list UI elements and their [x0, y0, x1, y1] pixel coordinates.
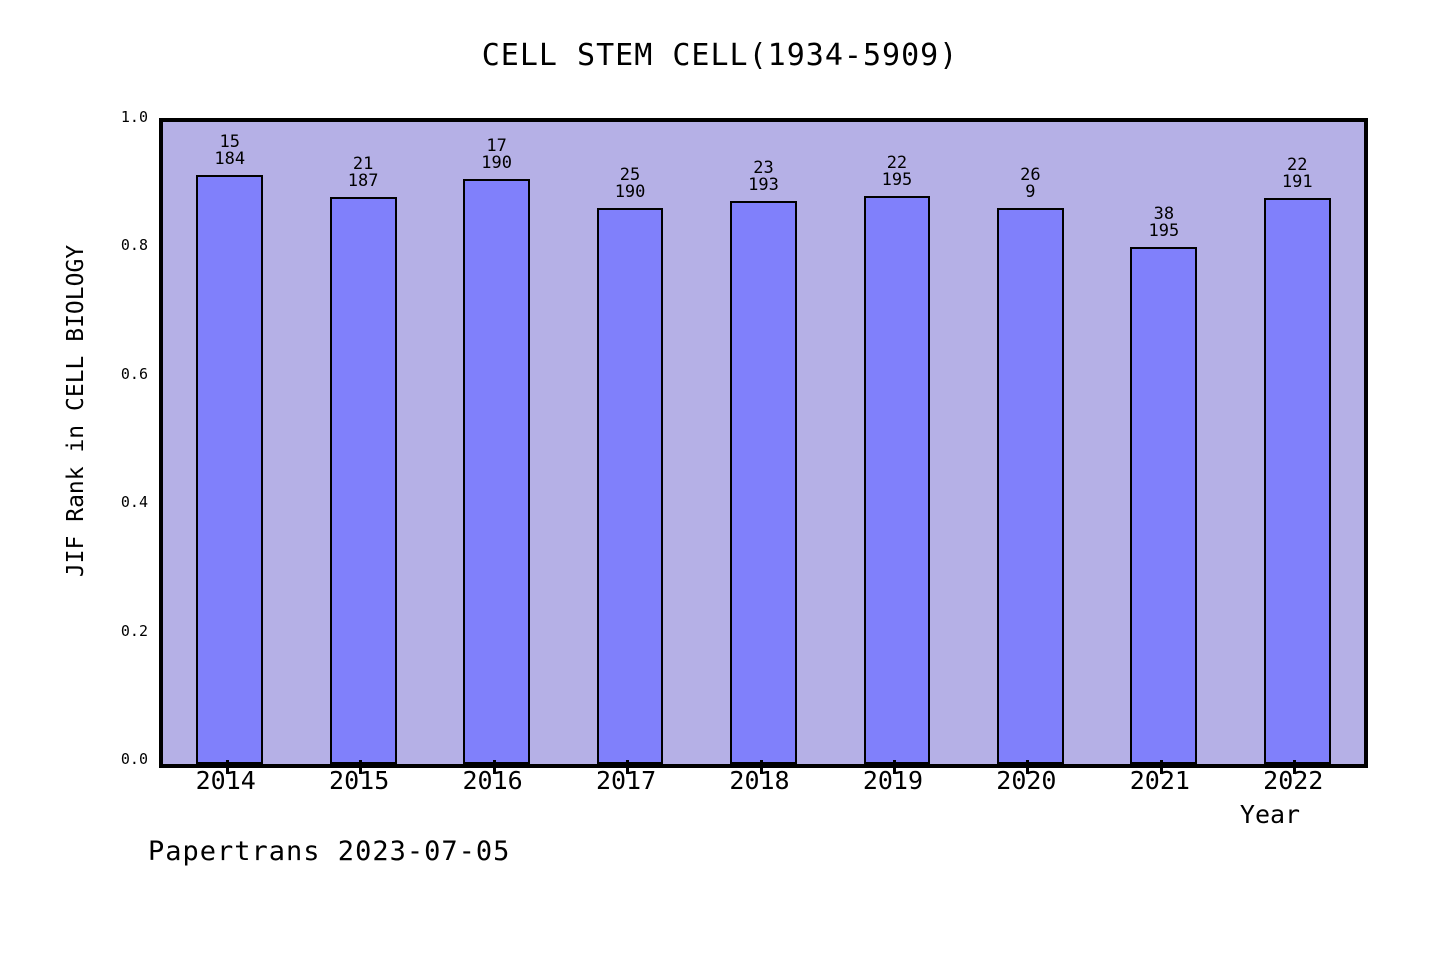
x-tick-label-2017: 2017 [595, 766, 657, 795]
bar-value-label-2015: 21 187 [303, 156, 423, 190]
x-tick-label-2015: 2015 [329, 766, 390, 795]
bar-label-denominator: 190 [481, 153, 512, 174]
y-tick-label-1.0: 1.0 [120, 108, 148, 126]
x-tick-mark-2022 [1293, 760, 1297, 774]
x-tick-mark-2020 [1026, 760, 1030, 774]
x-tick-mark-2021 [1159, 760, 1163, 774]
bar-label-denominator: 191 [1281, 171, 1313, 192]
x-tick-label-2018: 2018 [729, 766, 790, 795]
x-tick-mark-2017 [626, 760, 630, 774]
bar-label-denominator: 195 [881, 170, 913, 191]
bar-label-numerator: 22 [886, 153, 908, 174]
bar-2021 [1130, 247, 1198, 764]
x-tick-label-2022: 2022 [1263, 766, 1324, 795]
x-tick-mark-2015 [359, 760, 363, 774]
x-tick-label-2014: 2014 [195, 766, 256, 795]
x-tick-mark-2016 [492, 760, 496, 774]
bar-value-label-2021: 38 195 [1104, 206, 1224, 240]
y-tick-label-0.4: 0.4 [120, 493, 148, 512]
x-axis-title: Year [1239, 800, 1301, 829]
bar-label-numerator: 22 [1287, 154, 1308, 175]
y-tick-label-0.2: 0.2 [120, 621, 148, 640]
plot-area: 15 184 21 187 17 190 25 190 23 193 22 195 26 9 38 195 22… [159, 118, 1368, 768]
bar-2015 [329, 197, 397, 764]
bar-value-label-2016: 17 190 [437, 138, 557, 172]
bar-label-numerator: 25 [619, 165, 641, 186]
x-tick-label-2016: 2016 [462, 766, 523, 795]
x-tick-mark-2018 [759, 760, 763, 774]
bar-label-denominator: 187 [347, 171, 379, 192]
bar-value-label-2019: 22 195 [837, 155, 957, 189]
bar-label-numerator: 38 [1153, 204, 1175, 225]
footer-note: Papertrans 2023-07-05 [148, 836, 511, 867]
bar-label-numerator: 17 [486, 136, 507, 157]
bar-value-label-2018: 23 193 [704, 157, 824, 195]
bar-label-numerator: 21 [352, 154, 374, 175]
x-tick-mark-2019 [892, 760, 896, 774]
bar-label-numerator: 15 [219, 131, 240, 152]
chart-title: CELL STEM CELL(1934-5909) [481, 38, 959, 73]
bar-value-label-2022: 22 191 [1237, 154, 1357, 192]
bar-value-label-2020: 26 9 [970, 167, 1090, 201]
x-tick-label-2019: 2019 [862, 766, 924, 795]
bar-label-denominator: 9 [1025, 182, 1036, 203]
y-tick-label-0.8: 0.8 [120, 236, 148, 255]
bar-2022 [1263, 197, 1331, 764]
bar-2018 [730, 200, 797, 764]
bar-value-label-2017: 25 190 [570, 167, 690, 201]
x-tick-label-2021: 2021 [1129, 766, 1190, 795]
plot-inner: 15 184 21 187 17 190 25 190 23 193 22 195 26 9 38 195 22… [163, 122, 1364, 764]
bar-2016 [463, 179, 530, 764]
y-tick-label-0.6: 0.6 [120, 364, 148, 383]
x-tick-label-2020: 2020 [996, 766, 1057, 795]
bar-2019 [863, 196, 931, 764]
bar-label-denominator: 193 [748, 174, 779, 195]
x-tick-mark-2014 [225, 760, 229, 774]
bar-2020 [997, 208, 1064, 764]
y-tick-label-0.0: 0.0 [120, 750, 148, 768]
bar-label-denominator: 184 [214, 148, 246, 169]
bar-2017 [596, 208, 664, 764]
bar-label-numerator: 26 [1020, 165, 1041, 186]
bar-label-denominator: 190 [614, 182, 646, 203]
bar-2014 [196, 174, 264, 764]
bar-value-label-2014: 15 184 [170, 131, 290, 169]
bar-label-denominator: 195 [1148, 221, 1180, 242]
bar-label-numerator: 23 [753, 157, 774, 178]
